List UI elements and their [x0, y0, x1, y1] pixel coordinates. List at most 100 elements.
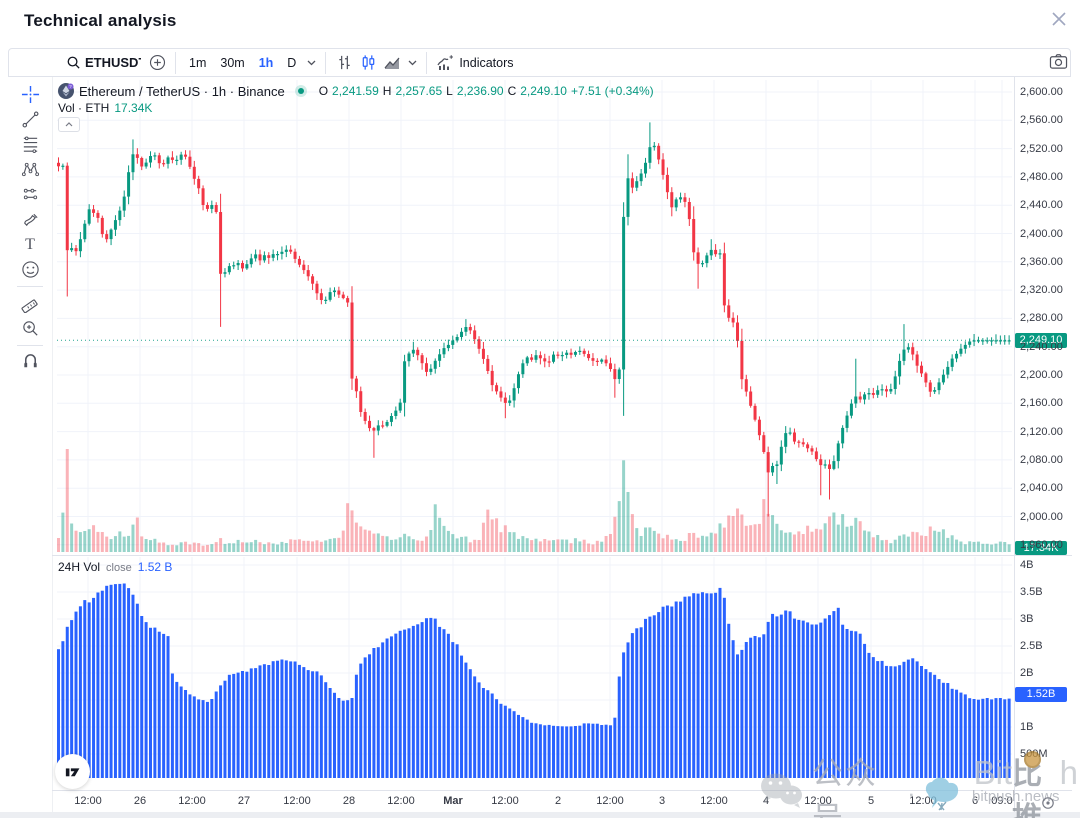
vol24h-value: 1.52 B [137, 560, 173, 574]
price-tick-label: 2,280.00 [1020, 312, 1063, 325]
ohlc-label: O [318, 84, 329, 98]
xabcd-pattern-tool-icon[interactable] [16, 157, 44, 182]
price-tick-label: 2,160.00 [1020, 397, 1063, 410]
ohlc-values: O 2,241.59 H 2,257.65 L 2,236.90 C 2,249.10 +7.5… [319, 84, 654, 98]
price-tick-label: 2,560.00 [1020, 114, 1063, 127]
time-tick-label: 2 [554, 795, 562, 807]
compare-add-icon[interactable] [145, 51, 169, 75]
svg-text:?: ? [69, 84, 72, 89]
price-tick-label: 2,360.00 [1020, 255, 1063, 268]
time-tick-label: 3 [658, 795, 666, 807]
time-tick-label: 12:00 [74, 795, 102, 807]
ethereum-logo: ? [58, 83, 74, 99]
vol24h-modifier: close [106, 562, 132, 574]
ohlc-label: L [446, 84, 453, 98]
screenshot-camera-icon[interactable] [1049, 53, 1068, 75]
price-tick-label: 1,960.00 [1020, 538, 1063, 551]
volume-legend: Vol · ETH 17.34K [58, 101, 152, 115]
brush-tool-icon[interactable] [16, 207, 44, 232]
interval-D[interactable]: D [287, 55, 297, 70]
vol24h-title: 24H Vol [58, 560, 101, 574]
scroll-to-realtime-icon[interactable] [1041, 796, 1055, 815]
page-title: Technical analysis [24, 11, 177, 30]
price-tick-label: 2,240.00 [1020, 340, 1063, 353]
vol24h-legend: 24H Vol close 1.52 B [58, 560, 172, 574]
price-tick-label: 2,440.00 [1020, 199, 1063, 212]
tradingview-logo[interactable] [55, 754, 90, 789]
price-tick-label: 2,520.00 [1020, 142, 1063, 155]
area-style-icon[interactable] [380, 51, 404, 75]
magnet-tool-icon[interactable] [16, 350, 44, 375]
volume-tick-label: 3.5B [1020, 586, 1043, 598]
ohlc-value: 2,249.10 [520, 84, 567, 98]
zoom-in-tool-icon[interactable] [16, 316, 44, 341]
bars-style-icon[interactable] [332, 51, 356, 75]
measure-ruler-tool-icon[interactable] [16, 291, 44, 316]
time-tick-label: 6 [971, 795, 979, 807]
price-tick-label: 2,120.00 [1020, 425, 1063, 438]
ohlc-value: 2,257.65 [395, 84, 443, 98]
time-tick-label: 4 [762, 795, 770, 807]
emoji-tool-icon[interactable] [16, 257, 44, 282]
interval-30m[interactable]: 30m [220, 55, 245, 70]
time-tick-label: 5 [867, 795, 875, 807]
ohlc-value: 2,236.90 [456, 84, 504, 98]
interval-chevron-down-icon[interactable] [303, 51, 319, 75]
volume-tick-label: 2B [1020, 667, 1034, 679]
volume-tag: 17.34K [1015, 541, 1067, 555]
ohlc-label: H [382, 84, 392, 98]
market-status-dot[interactable] [297, 88, 304, 94]
text-tool-icon[interactable]: T [25, 235, 35, 253]
interval-1m[interactable]: 1m [189, 55, 207, 70]
price-tick-label: 2,040.00 [1020, 482, 1063, 495]
last-price-tag: 2,249.10 [1015, 333, 1067, 348]
position-tool-icon[interactable] [16, 182, 44, 207]
indicators-label[interactable]: Indicators [459, 55, 514, 70]
symbol-description[interactable]: Ethereum / TetherUS · 1h · Binance [79, 83, 285, 99]
time-tick-label: 28 [342, 795, 356, 807]
volume-legend-label: Vol · ETH [58, 101, 110, 115]
fib-retracement-tool-icon[interactable] [16, 132, 44, 157]
volume-tick-label: 500M [1020, 748, 1048, 760]
main-legend: ? Ethereum / TetherUS · 1h · Binance O 2,… [58, 83, 654, 99]
time-tick-label: 12:00 [596, 795, 624, 807]
time-tick-label: 09:0 [991, 795, 1013, 807]
time-tick-label: 12:00 [700, 795, 728, 807]
ohlc-value: 2,241.59 [332, 84, 379, 98]
vol24h-tag: 1.52B [1015, 687, 1067, 702]
legend-collapse-button[interactable] [58, 117, 80, 132]
time-tick-label: 12:00 [804, 795, 832, 807]
time-tick-label: 12:00 [283, 795, 311, 807]
style-chevron-down-icon[interactable] [404, 51, 420, 75]
symbol-name[interactable]: ETHUSDT [85, 55, 141, 70]
price-tick-label: 2,200.00 [1020, 369, 1063, 382]
price-tick-label: 2,400.00 [1020, 227, 1063, 240]
time-tick-label: 27 [237, 795, 251, 807]
price-tick-label: 2,600.00 [1020, 86, 1063, 98]
widget-bottom-strip [0, 812, 1080, 818]
crosshair-tool-icon[interactable] [16, 82, 44, 107]
candles-style-icon[interactable] [356, 51, 380, 75]
symbol-search-icon[interactable] [61, 51, 85, 75]
chart-toolbar: ETHUSDT 1m 30m 1h D Indicators [8, 48, 1071, 77]
volume-legend-value: 17.34K [114, 101, 153, 115]
time-tick-label: 26 [133, 795, 147, 807]
time-tick-label: Mar [443, 795, 463, 807]
interval-1h[interactable]: 1h [258, 55, 274, 70]
trend-line-tool-icon[interactable] [16, 107, 44, 132]
volume-tick-label: 4B [1020, 559, 1034, 571]
price-tick-label: 2,320.00 [1020, 284, 1063, 297]
close-icon[interactable] [1048, 8, 1070, 30]
price-tick-label: 2,480.00 [1020, 170, 1063, 183]
volume-tick-label: 2.5B [1020, 640, 1043, 652]
price-tick-label: 2,080.00 [1020, 453, 1063, 466]
volume-tick-label: 3B [1020, 613, 1034, 625]
indicators-icon[interactable] [433, 51, 457, 75]
ohlc-label: C [507, 84, 517, 98]
volume-tick-label: 1B [1020, 721, 1034, 733]
time-tick-label: 12:00 [491, 795, 519, 807]
time-tick-label: 12:00 [387, 795, 415, 807]
price-tick-label: 2,000.00 [1020, 510, 1063, 523]
drawing-toolbar: T [8, 82, 52, 375]
